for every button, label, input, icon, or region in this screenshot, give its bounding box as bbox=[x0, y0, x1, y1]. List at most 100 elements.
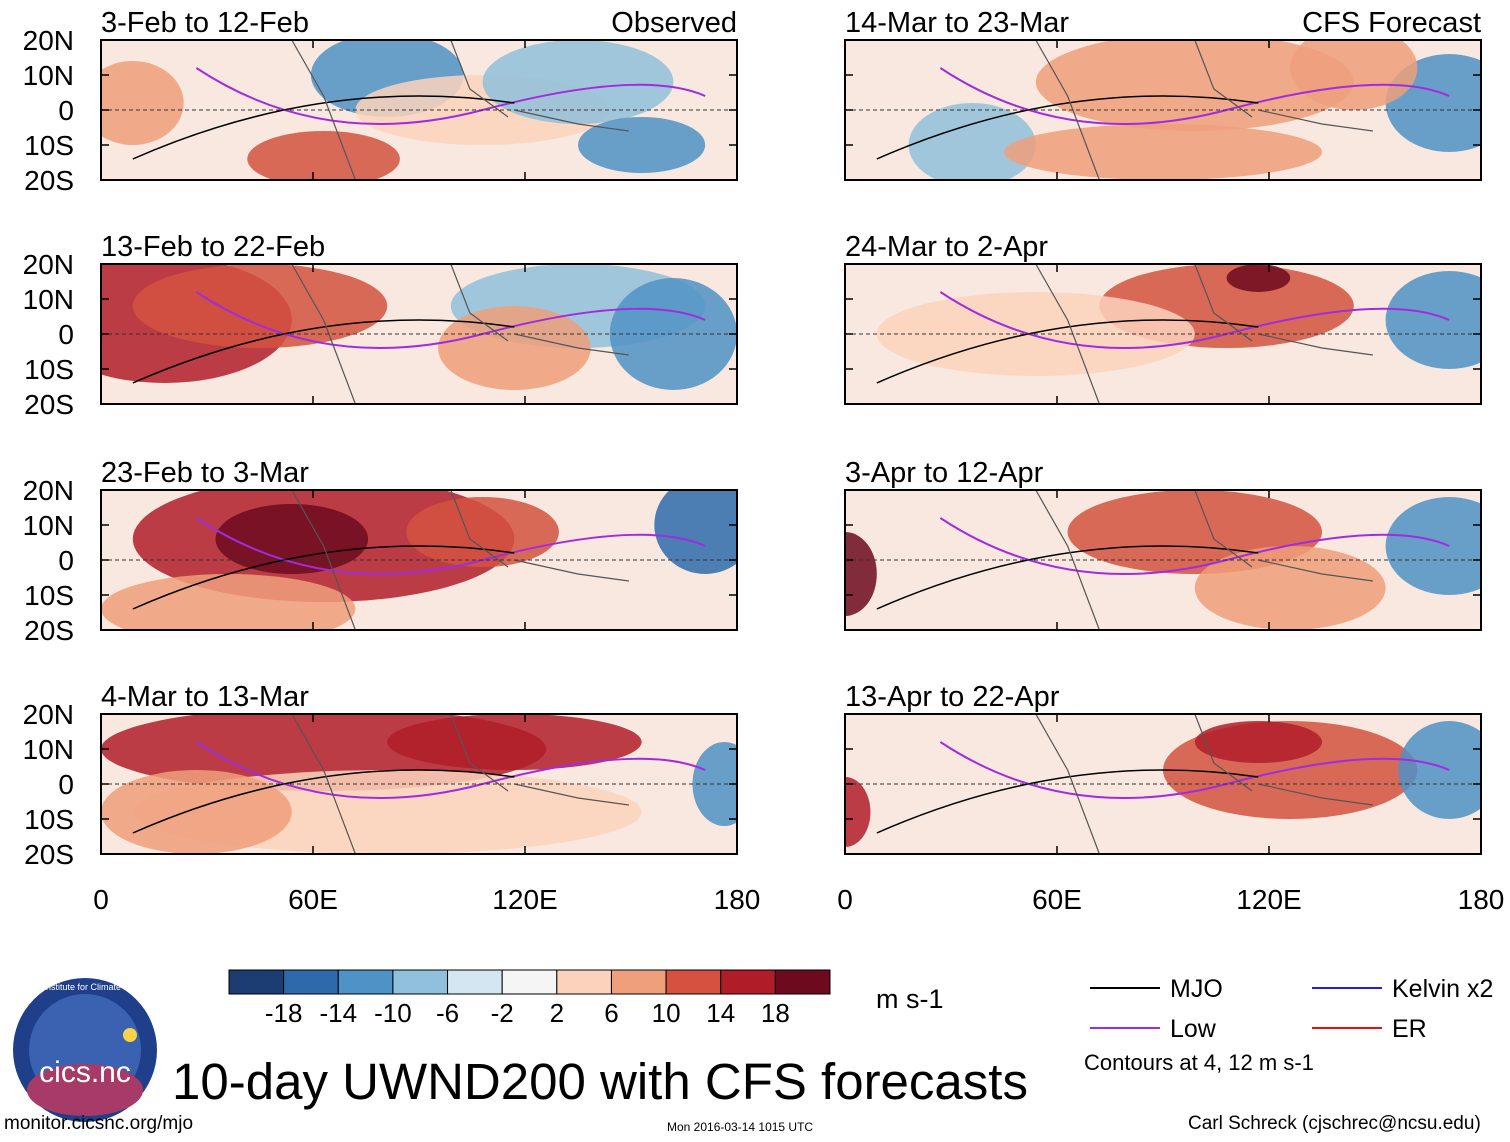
colorbar-tick: -14 bbox=[319, 998, 357, 1028]
colorbar-tick: 14 bbox=[706, 998, 735, 1028]
lat-label: 20N bbox=[23, 475, 74, 506]
timestamp: Mon 2016-03-14 1015 UTC bbox=[667, 1120, 814, 1134]
map-panel: 24-Mar to 2-Apr bbox=[844, 231, 1482, 405]
mjo-contour bbox=[132, 95, 515, 160]
legend-label: MJO bbox=[1170, 975, 1223, 1003]
mjo-contour bbox=[876, 319, 1259, 384]
colorbar-swatch bbox=[556, 969, 612, 995]
coastlines bbox=[1035, 40, 1373, 180]
lat-label: 0 bbox=[58, 319, 74, 350]
lon-label: 60E bbox=[288, 884, 338, 915]
map-panel: 14-Mar to 23-Mar CFS Forecast bbox=[844, 7, 1482, 181]
map-panel: 23-Feb to 3-Mar 20N 10N 0 10S 20S bbox=[23, 457, 738, 646]
lat-label: 20N bbox=[23, 249, 74, 280]
cics-logo: cics.nc Cooperative Institute for Climat… bbox=[0, 978, 178, 1122]
legend-label: Low bbox=[1170, 1015, 1217, 1043]
lon-label: 120E bbox=[492, 884, 557, 915]
panel-period: 13-Apr to 22-Apr bbox=[845, 681, 1060, 713]
mjo-contour bbox=[876, 545, 1259, 610]
coastlines bbox=[291, 264, 629, 404]
lat-label: 0 bbox=[58, 769, 74, 800]
colorbar-tick: -6 bbox=[436, 998, 459, 1028]
coastlines bbox=[291, 40, 629, 180]
lat-label: 10S bbox=[24, 354, 74, 385]
panel-period: 3-Apr to 12-Apr bbox=[845, 457, 1044, 489]
colorbar-tick: 18 bbox=[761, 998, 790, 1028]
coastlines bbox=[291, 714, 629, 854]
colorbar-tick: 6 bbox=[604, 998, 618, 1028]
lat-label: 20S bbox=[24, 165, 74, 196]
map-panel: 4-Mar to 13-Mar 20N 10N 0 10S 20S 0 60E 120E 180 bbox=[23, 681, 761, 915]
panel-period: 14-Mar to 23-Mar bbox=[845, 7, 1069, 39]
panel-period: 4-Mar to 13-Mar bbox=[101, 681, 309, 713]
colorbar-swatch bbox=[228, 969, 285, 995]
map-panel: 3-Feb to 12-Feb Observed 20N 10N 0 10S 20S bbox=[23, 7, 738, 196]
map-panel: 3-Apr to 12-Apr bbox=[844, 457, 1482, 631]
colorbar-tick: -10 bbox=[374, 998, 412, 1028]
mjo-contour bbox=[132, 319, 515, 384]
lat-label: 20S bbox=[24, 389, 74, 420]
lat-label: 20N bbox=[23, 699, 74, 730]
coastlines bbox=[291, 490, 629, 630]
wind-anomaly-field bbox=[845, 714, 1481, 854]
logo-ring-text: Cooperative Institute for Climate and Sa… bbox=[0, 982, 178, 992]
coastlines bbox=[1035, 490, 1373, 630]
panel-period: 3-Feb to 12-Feb bbox=[101, 7, 309, 39]
mjo-contour bbox=[132, 545, 515, 610]
author-credit: Carl Schreck (cjschrec@ncsu.edu) bbox=[1188, 1113, 1481, 1134]
legend-label: ER bbox=[1392, 1015, 1427, 1043]
contour-legend: MJO Kelvin x2 Low ER bbox=[1090, 975, 1493, 1043]
wind-anomaly-field bbox=[101, 264, 737, 404]
colorbar-swatch bbox=[720, 969, 776, 995]
lat-label: 20N bbox=[23, 25, 74, 56]
lat-label: 10S bbox=[24, 804, 74, 835]
map-panel: 13-Feb to 22-Feb 20N 10N 0 10S 20S bbox=[23, 231, 738, 420]
lon-label: 180 bbox=[1458, 884, 1505, 915]
colorbar-swatch bbox=[392, 969, 449, 995]
lat-label: 10S bbox=[24, 580, 74, 611]
colorbar-swatch bbox=[665, 969, 722, 995]
panel-period: 13-Feb to 22-Feb bbox=[101, 231, 325, 263]
coastlines bbox=[1035, 714, 1373, 854]
panel-period: 23-Feb to 3-Mar bbox=[101, 457, 309, 489]
lon-label: 120E bbox=[1236, 884, 1301, 915]
lat-label: 10N bbox=[23, 60, 74, 91]
colorbar-tick: 10 bbox=[652, 998, 681, 1028]
colorbar-tick: -2 bbox=[491, 998, 514, 1028]
colorbar-units: m s-1 bbox=[876, 984, 944, 1014]
mjo-contour bbox=[876, 95, 1259, 160]
logo-text: cics.nc bbox=[39, 1056, 131, 1089]
legend-label: Kelvin x2 bbox=[1392, 975, 1493, 1003]
mjo-contour bbox=[876, 769, 1259, 834]
colorbar-tick: -18 bbox=[265, 998, 303, 1028]
lon-label: 60E bbox=[1032, 884, 1082, 915]
lon-label: 0 bbox=[837, 884, 853, 915]
lon-label: 0 bbox=[93, 884, 109, 915]
colorbar-swatch bbox=[501, 969, 558, 995]
colorbar-swatch bbox=[337, 969, 394, 995]
lat-label: 10N bbox=[23, 284, 74, 315]
forecast-label: CFS Forecast bbox=[1302, 7, 1481, 39]
wind-anomaly-field bbox=[101, 714, 737, 854]
coastlines bbox=[1035, 264, 1373, 404]
lat-label: 20S bbox=[24, 615, 74, 646]
colorbar-swatch bbox=[610, 969, 667, 995]
colorbar-tick: 2 bbox=[550, 998, 564, 1028]
wind-anomaly-field bbox=[845, 40, 1481, 180]
lat-label: 10N bbox=[23, 734, 74, 765]
lat-label: 0 bbox=[58, 95, 74, 126]
lat-label: 0 bbox=[58, 545, 74, 576]
lon-label: 180 bbox=[714, 884, 761, 915]
panel-period: 24-Mar to 2-Apr bbox=[845, 231, 1048, 263]
colorbar: -18 -14 -10 -6 -2 2 6 10 14 18 bbox=[228, 969, 831, 1028]
colorbar-swatch bbox=[283, 969, 339, 995]
mjo-contour bbox=[132, 769, 515, 834]
figure-title: 10-day UWND200 with CFS forecasts bbox=[172, 1053, 1028, 1110]
contour-note: Contours at 4, 12 m s-1 bbox=[1084, 1050, 1314, 1075]
website-link[interactable]: monitor.cicsnc.org/mjo bbox=[4, 1113, 194, 1134]
map-panel: 13-Apr to 22-Apr 0 60E 120E 180 bbox=[837, 681, 1505, 915]
wind-anomaly-field bbox=[101, 490, 737, 630]
lat-label: 10S bbox=[24, 130, 74, 161]
lat-label: 10N bbox=[23, 510, 74, 541]
observed-label: Observed bbox=[611, 7, 737, 39]
